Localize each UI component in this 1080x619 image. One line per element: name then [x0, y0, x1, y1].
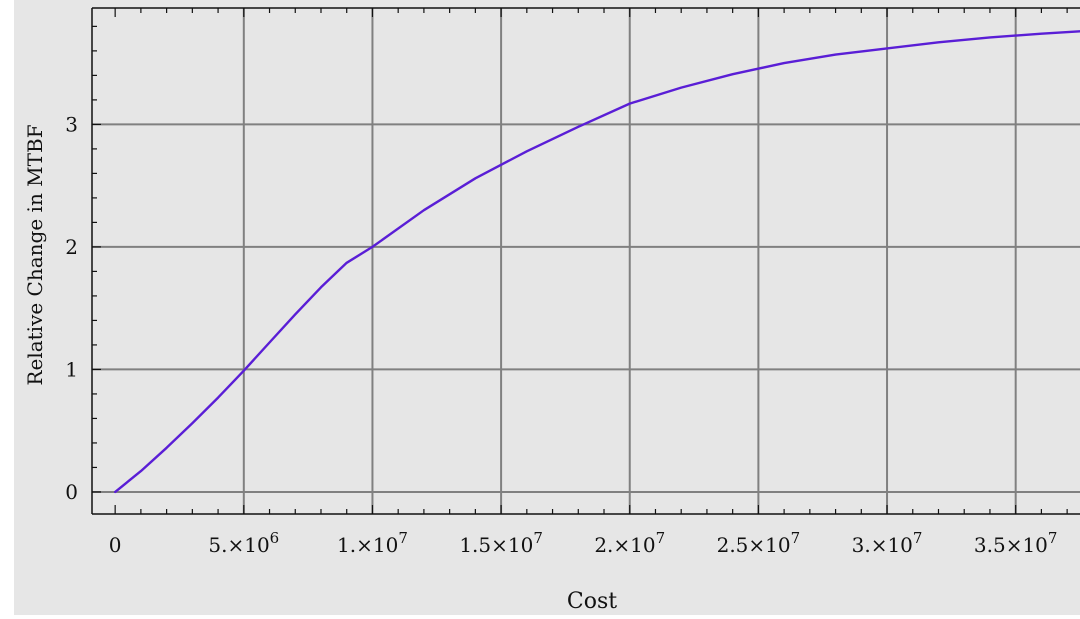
x-tick-label: 1.5×107 [459, 529, 543, 557]
series-line [113, 30, 1080, 494]
x-tick-label: 3.×107 [852, 529, 923, 557]
axes [91, 7, 1080, 515]
y-tick-label: 3 [65, 112, 78, 136]
y-axis-label: Relative Change in MTBF [23, 124, 47, 385]
tick-labels: 0 5.×106 1.×107 1.5×107 2.×107 2.5×107 3.×107 3… [65, 112, 1057, 557]
y-tick-label: 1 [65, 357, 78, 381]
x-tick-label: 0 [109, 533, 122, 557]
grid-lines [92, 8, 1080, 514]
y-tick-label: 2 [65, 235, 78, 259]
y-tick-label: 0 [65, 480, 78, 504]
plot-area [92, 8, 1080, 514]
x-tick-label: 1.×107 [337, 529, 408, 557]
x-tick-label: 3.5×107 [974, 529, 1058, 557]
series-layer [113, 30, 1080, 494]
x-tick-label: 5.×106 [208, 529, 279, 557]
x-tick-label: 2.5×107 [717, 529, 801, 557]
x-tick-label: 2.×107 [594, 529, 665, 557]
x-axis-label: Cost [567, 589, 617, 614]
